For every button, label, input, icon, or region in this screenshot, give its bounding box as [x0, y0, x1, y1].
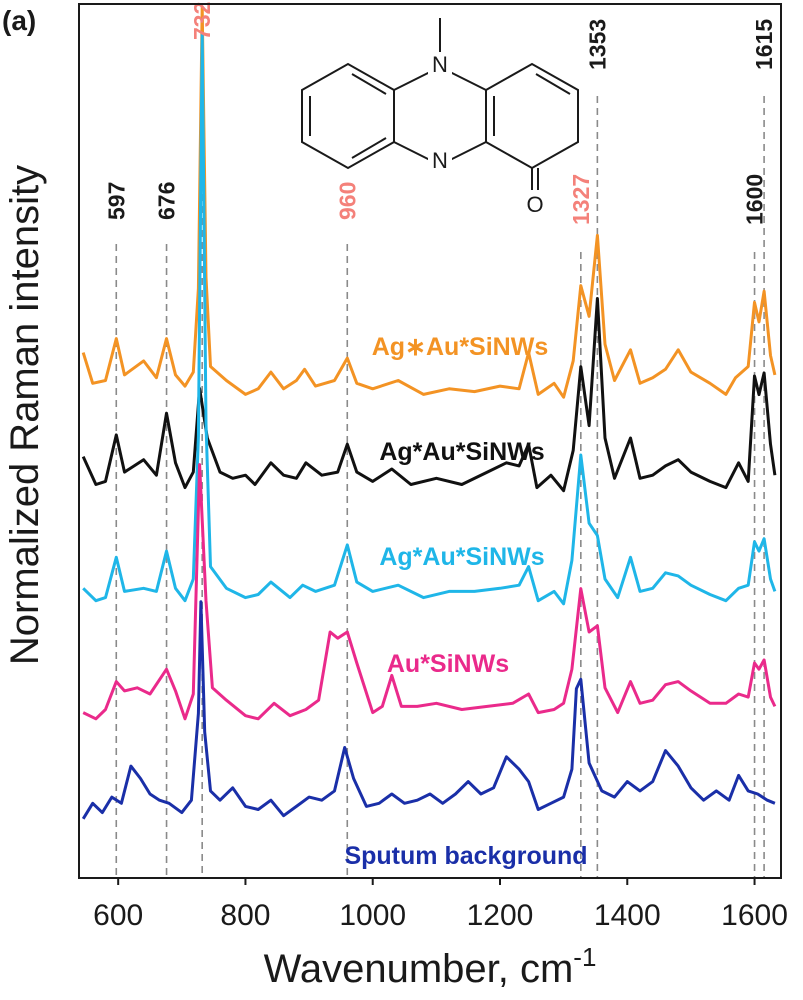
x-ticks: 600 800 1000 1200 1400 1600 [93, 877, 788, 932]
series-label: Ag*Au*SiNWs [379, 543, 544, 571]
peak-label: 597 [103, 182, 129, 220]
x-axis-title-main: Wavenumber, cm [264, 947, 574, 991]
molecule-bond [351, 73, 387, 95]
peak-label: 960 [334, 182, 360, 220]
molecule-structure [301, 18, 579, 190]
molecule-n-mask [428, 148, 452, 174]
series-labels: Ag∗Au*SiNWs Ag*Au*SiNWs Ag*Au*SiNWs Au*SiNW… [344, 333, 587, 870]
molecule-atom-n-top: N [432, 52, 448, 77]
peak-label: 676 [154, 182, 180, 220]
peak-label: 1600 [742, 174, 768, 225]
plot-frame [78, 3, 782, 879]
series-line [81, 5, 777, 399]
molecule-bond [393, 141, 431, 161]
molecule-ring-left [301, 62, 395, 170]
series-line [81, 297, 777, 493]
series-label: Ag∗Au*SiNWs [372, 333, 549, 361]
series-label: Sputum background [344, 842, 587, 870]
series-label: Ag*Au*SiNWs [379, 438, 544, 466]
molecule-bond [535, 73, 571, 95]
x-tick-label: 1000 [339, 899, 406, 932]
molecule-atom-n-bottom: N [432, 148, 448, 173]
molecule-bond [449, 71, 487, 91]
peak-labels: 597 676 732 960 1327 1353 1600 1615 [103, 2, 777, 225]
molecule-n-mask [428, 52, 452, 78]
x-axis-title-unit-exp: -1 [573, 942, 596, 972]
molecule-bond [351, 137, 387, 159]
x-tick-label: 1200 [467, 899, 534, 932]
x-tick-label: 800 [220, 899, 270, 932]
molecule-bond [393, 71, 431, 91]
series-line [82, 31, 777, 606]
molecule-atom-o: O [526, 192, 543, 217]
panel-label: (a) [2, 5, 36, 36]
peak-label: 1353 [584, 19, 610, 70]
molecule-ring-right [485, 62, 579, 170]
peak-label: 732 [189, 2, 215, 40]
series-label: Au*SiNWs [387, 650, 509, 678]
x-tick-label: 1600 [721, 899, 788, 932]
spectra [81, 5, 777, 820]
x-tick-label: 600 [93, 899, 143, 932]
x-axis-title: Wavenumber, cm-1 [264, 942, 597, 991]
x-tick-label: 1400 [594, 899, 661, 932]
molecule-bond [449, 141, 487, 161]
peak-label: 1615 [751, 19, 777, 70]
y-axis-title: Normalized Raman intensity [3, 165, 47, 665]
series-line [82, 463, 777, 721]
series-line [81, 600, 776, 820]
peak-label: 1327 [568, 174, 594, 225]
